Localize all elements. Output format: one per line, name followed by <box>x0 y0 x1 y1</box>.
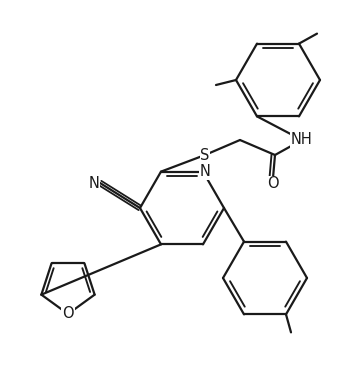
Text: O: O <box>267 176 279 191</box>
Text: O: O <box>62 306 74 321</box>
Text: NH: NH <box>291 132 313 147</box>
Text: N: N <box>88 176 99 191</box>
Text: S: S <box>200 147 210 162</box>
Text: N: N <box>200 164 210 179</box>
